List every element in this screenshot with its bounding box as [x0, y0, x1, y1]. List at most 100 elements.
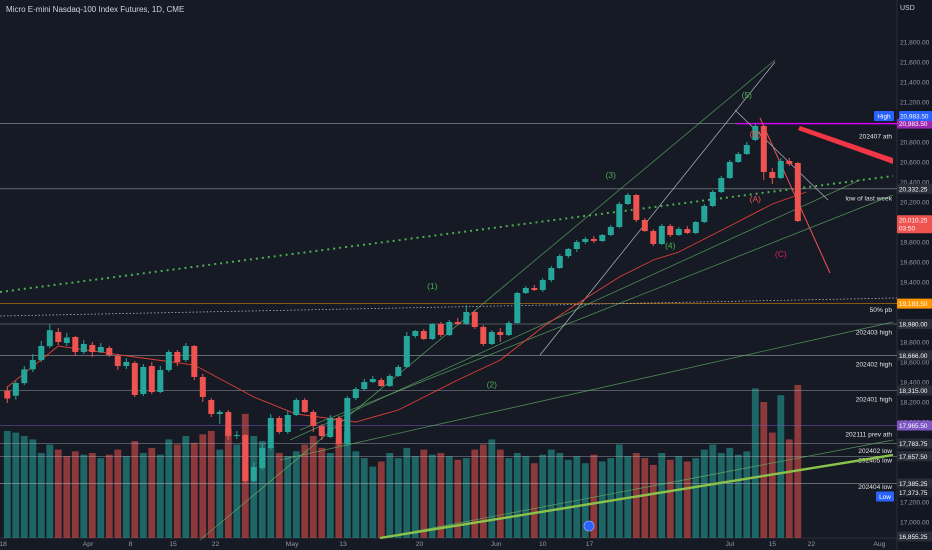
candle-body[interactable] — [318, 426, 325, 436]
candle-body[interactable] — [582, 239, 589, 242]
candle-body[interactable] — [556, 256, 563, 268]
candle-body[interactable] — [233, 435, 240, 436]
candle-body[interactable] — [293, 400, 300, 415]
candle-body[interactable] — [182, 346, 189, 360]
candle-body[interactable] — [701, 206, 708, 222]
candle-body[interactable] — [667, 226, 674, 235]
candle-body[interactable] — [607, 227, 614, 235]
candle-body[interactable] — [514, 293, 521, 323]
dividend-circle-icon[interactable] — [583, 520, 595, 532]
candle-body[interactable] — [344, 398, 351, 444]
candle-body[interactable] — [208, 400, 215, 414]
candle-body[interactable] — [250, 467, 257, 481]
price-badge[interactable] — [897, 487, 932, 498]
candle-body[interactable] — [786, 161, 793, 164]
candle-body[interactable] — [361, 382, 368, 389]
candle-body[interactable] — [216, 412, 223, 414]
channel-line[interactable] — [279, 321, 894, 461]
candle-body[interactable] — [446, 322, 453, 335]
candle-body[interactable] — [573, 242, 580, 249]
candle-body[interactable] — [735, 154, 742, 162]
candle-body[interactable] — [505, 323, 512, 335]
candle-body[interactable] — [794, 163, 801, 221]
price-badge[interactable] — [897, 385, 932, 396]
candle-body[interactable] — [454, 322, 461, 324]
dotted-trend-line[interactable] — [0, 297, 898, 317]
candle-body[interactable] — [29, 360, 36, 370]
price-badge[interactable] — [897, 438, 932, 449]
currency-label[interactable]: USD — [900, 5, 915, 12]
candle-body[interactable] — [548, 268, 555, 280]
channel-line[interactable] — [299, 194, 894, 431]
candle-body[interactable] — [131, 363, 138, 395]
candle-body[interactable] — [650, 231, 657, 244]
candle-body[interactable] — [633, 195, 640, 220]
green-dotted-trendline[interactable] — [0, 175, 894, 293]
candle-body[interactable] — [72, 337, 79, 352]
channel-line[interactable] — [379, 439, 894, 539]
candle-body[interactable] — [463, 312, 470, 324]
candle-body[interactable] — [38, 346, 45, 360]
candle-body[interactable] — [276, 418, 283, 432]
candle-body[interactable] — [497, 332, 504, 335]
candle-body[interactable] — [140, 367, 147, 394]
candle-body[interactable] — [97, 347, 104, 352]
candle-body[interactable] — [760, 126, 767, 172]
candle-body[interactable] — [726, 162, 733, 178]
candle-body[interactable] — [242, 435, 249, 481]
candle-body[interactable] — [743, 145, 750, 154]
candle-body[interactable] — [616, 204, 623, 227]
price-badge[interactable] — [897, 215, 932, 226]
candle-body[interactable] — [369, 379, 376, 382]
candle-body[interactable] — [624, 195, 631, 204]
candle-body[interactable] — [12, 383, 19, 396]
candle-body[interactable] — [199, 377, 206, 397]
symbol-title[interactable]: Micro E-mini Nasdaq-100 Index Futures, 1… — [6, 5, 185, 14]
price-badge[interactable] — [897, 531, 932, 542]
green-thick-trendline[interactable] — [379, 453, 894, 540]
candle-body[interactable] — [420, 331, 427, 339]
candle-body[interactable] — [106, 348, 113, 355]
candle-body[interactable] — [352, 389, 359, 398]
candle-body[interactable] — [63, 337, 70, 344]
candle-body[interactable] — [403, 336, 410, 367]
candle-body[interactable] — [752, 126, 759, 140]
candle-body[interactable] — [658, 226, 665, 244]
candle-body[interactable] — [225, 412, 232, 436]
price-badge[interactable] — [897, 478, 932, 489]
candle-body[interactable] — [429, 324, 436, 339]
candle-body[interactable] — [395, 367, 402, 376]
price-badge[interactable] — [897, 350, 932, 361]
price-badge[interactable] — [897, 298, 932, 309]
candle-body[interactable] — [641, 220, 648, 231]
candle-body[interactable] — [437, 324, 444, 335]
grey-trend-line[interactable] — [734, 109, 829, 201]
candle-body[interactable] — [165, 352, 172, 370]
candle-body[interactable] — [114, 356, 121, 366]
candle-body[interactable] — [335, 418, 342, 444]
candle-body[interactable] — [191, 346, 198, 377]
candle-body[interactable] — [123, 362, 130, 366]
candle-body[interactable] — [327, 418, 334, 437]
candle-body[interactable] — [310, 412, 317, 426]
low-tag[interactable] — [876, 491, 894, 502]
high-value-badge[interactable] — [899, 111, 932, 121]
candle-body[interactable] — [148, 366, 155, 392]
candle-body[interactable] — [709, 192, 716, 206]
candle-body[interactable] — [46, 330, 53, 347]
candle-body[interactable] — [412, 331, 419, 336]
candle-body[interactable] — [522, 288, 529, 293]
candle-body[interactable] — [267, 418, 274, 448]
candle-body[interactable] — [539, 280, 546, 290]
candle-body[interactable] — [590, 239, 597, 241]
candle-body[interactable] — [480, 327, 487, 344]
price-badge[interactable] — [897, 183, 932, 194]
candle-body[interactable] — [692, 222, 699, 233]
candle-body[interactable] — [777, 161, 784, 178]
price-badge[interactable] — [897, 420, 932, 431]
candle-body[interactable] — [174, 352, 181, 362]
candle-body[interactable] — [55, 332, 62, 342]
price-badge[interactable] — [897, 319, 932, 329]
high-tag[interactable] — [874, 111, 894, 121]
